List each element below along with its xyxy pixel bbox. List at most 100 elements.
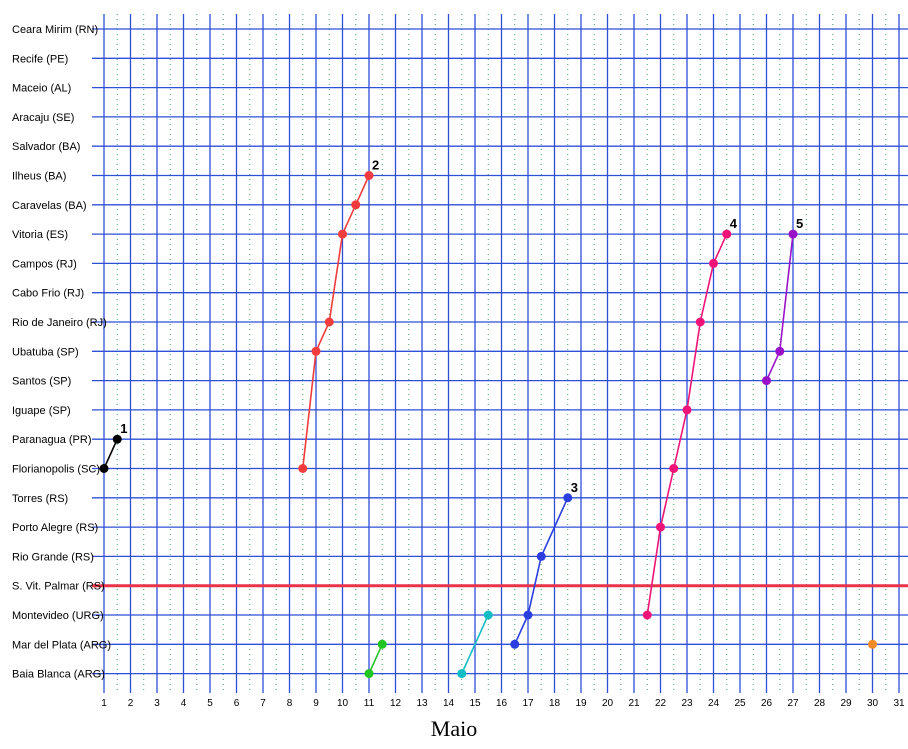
- data-point: [457, 669, 467, 679]
- x-tick-label: 11: [364, 698, 375, 709]
- series-unnamed: [868, 639, 877, 649]
- x-tick-label: 17: [522, 698, 534, 709]
- series-2: 2: [298, 158, 379, 473]
- x-tick-label: 9: [313, 698, 319, 709]
- y-tick-label: Iguape (SP): [12, 405, 71, 417]
- y-tick-label: Caravelas (BA): [12, 200, 87, 212]
- data-point: [656, 522, 665, 532]
- x-tick-label: 29: [840, 698, 852, 709]
- y-axis-labels: Ceara Mirim (RN) Recife (PE) Maceio (AL) Ar…: [12, 24, 111, 681]
- series-1: 1: [99, 421, 127, 473]
- data-point: [112, 434, 122, 444]
- x-tick-label: 2: [128, 698, 134, 709]
- series-3: 3: [510, 480, 578, 649]
- y-tick-label: Florianopolis (SC): [12, 464, 100, 476]
- x-tick-label: 4: [181, 698, 187, 709]
- grid: [92, 14, 908, 693]
- x-tick-label: 5: [207, 698, 213, 709]
- series-label: 3: [571, 480, 578, 495]
- series-label: 5: [796, 216, 803, 231]
- series-unnamed: [457, 610, 493, 679]
- y-tick-label: Rio Grande (RS): [12, 551, 94, 563]
- data-point: [364, 171, 374, 180]
- x-tick-label: 10: [337, 698, 349, 709]
- y-tick-label: Ceara Mirim (RN): [12, 24, 98, 36]
- data-point: [364, 669, 374, 679]
- series-line: [368, 643, 383, 674]
- x-tick-label: 7: [260, 698, 266, 709]
- data-point: [722, 229, 732, 239]
- data-point: [324, 317, 334, 327]
- series-unnamed: [364, 639, 387, 679]
- data-point: [682, 405, 692, 415]
- data-point: [775, 346, 785, 356]
- y-tick-label: Torres (RS): [12, 493, 68, 505]
- y-tick-label: Recife (PE): [12, 53, 68, 65]
- y-tick-label: Baia Blanca (ARG): [12, 669, 105, 681]
- data-point: [377, 639, 387, 649]
- x-tick-label: 24: [708, 698, 720, 709]
- y-tick-label: Salvador (BA): [12, 141, 80, 153]
- data-point: [762, 376, 771, 386]
- data-point: [669, 464, 679, 473]
- y-tick-label: Campos (RJ): [12, 258, 77, 270]
- y-tick-label: Ilheus (BA): [12, 171, 66, 183]
- x-tick-label: 18: [549, 698, 561, 709]
- data-point: [563, 493, 573, 503]
- data-point: [868, 639, 877, 649]
- data-point: [483, 610, 493, 620]
- series-line: [461, 614, 489, 674]
- x-tick-label: 23: [681, 698, 693, 709]
- series-group: 1 2 3 4 5: [99, 158, 877, 679]
- y-tick-label: Mar del Plata (ARG): [12, 639, 111, 651]
- series-4: 4: [642, 216, 738, 620]
- y-tick-label: S. Vit. Palmar (RS): [12, 581, 105, 593]
- data-point: [536, 551, 546, 561]
- data-point: [642, 610, 652, 620]
- data-point: [338, 229, 347, 239]
- series-5: 5: [762, 216, 803, 386]
- y-tick-label: Cabo Frio (RJ): [12, 288, 84, 300]
- series-line: [514, 497, 569, 645]
- x-tick-label: 8: [287, 698, 293, 709]
- y-tick-label: Ubatuba (SP): [12, 346, 79, 358]
- x-tick-label: 20: [602, 698, 614, 709]
- data-point: [99, 464, 109, 473]
- x-tick-label: 14: [443, 698, 455, 709]
- x-tick-label: 6: [234, 698, 240, 709]
- x-tick-label: 27: [787, 698, 799, 709]
- x-tick-label: 12: [390, 698, 402, 709]
- series-line: [103, 438, 118, 469]
- y-tick-label: Vitoria (ES): [12, 229, 68, 241]
- x-tick-label: 28: [814, 698, 826, 709]
- x-tick-label: 16: [496, 698, 508, 709]
- data-point: [788, 229, 798, 239]
- data-point: [311, 346, 321, 356]
- x-axis-labels: 1 2 3 4 5 6 7 8 9 10 11 12 13 14 15 16 17 18 19 20 21 22 23 24 2…: [101, 698, 905, 709]
- y-tick-label: Rio de Janeiro (RJ): [12, 317, 107, 329]
- data-point: [695, 317, 705, 327]
- x-tick-label: 15: [469, 698, 481, 709]
- x-tick-label: 13: [416, 698, 428, 709]
- series-line: [301, 175, 370, 469]
- x-tick-label: 25: [734, 698, 746, 709]
- x-tick-label: 1: [101, 698, 107, 709]
- x-tick-label: 31: [893, 698, 905, 709]
- series-label: 1: [120, 421, 127, 436]
- series-label: 4: [730, 216, 738, 231]
- x-tick-label: 26: [761, 698, 773, 709]
- data-point: [709, 258, 718, 268]
- data-point: [351, 200, 361, 210]
- x-tick-label: 19: [575, 698, 587, 709]
- x-tick-label: 21: [628, 698, 640, 709]
- x-tick-label: 22: [655, 698, 667, 709]
- data-point: [298, 464, 308, 473]
- data-point: [523, 610, 533, 620]
- y-tick-label: Aracaju (SE): [12, 112, 74, 124]
- series-label: 2: [372, 158, 379, 173]
- x-tick-label: 30: [867, 698, 879, 709]
- y-tick-label: Porto Alegre (RS): [12, 522, 98, 534]
- series-line: [765, 234, 794, 381]
- x-axis-title: Maio: [430, 716, 478, 741]
